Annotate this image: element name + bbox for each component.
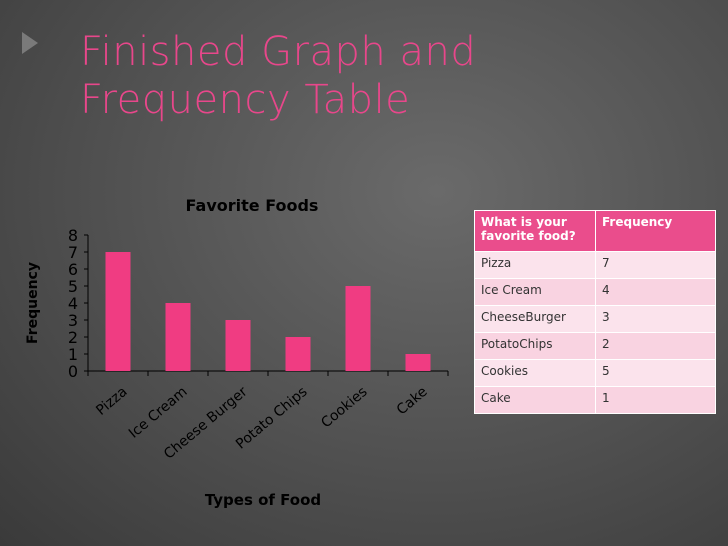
y-tick-label: 0	[68, 362, 78, 381]
x-tick-label: Pizza	[93, 384, 130, 419]
table-row: CheeseBurger 3	[474, 305, 716, 333]
chart-title: Favorite Foods	[186, 196, 319, 215]
bar	[105, 252, 131, 371]
y-tick-label: 5	[68, 277, 78, 296]
slide-title-line-1: Finished Graph and	[80, 29, 477, 75]
cell-food: Pizza	[474, 251, 596, 279]
cell-food: CheeseBurger	[474, 305, 596, 333]
cell-frequency: 4	[595, 278, 716, 306]
slide-title: Finished Graph and Frequency Table	[80, 28, 680, 124]
y-tick-label: 2	[68, 328, 78, 347]
header-food: What is your favorite food?	[474, 210, 596, 252]
cell-food: Ice Cream	[474, 278, 596, 306]
cell-food: PotatoChips	[474, 332, 596, 360]
cell-food: Cookies	[474, 359, 596, 387]
cell-food: Cake	[474, 386, 596, 414]
x-tick-label: Cake	[394, 384, 431, 418]
table-row: Pizza 7	[474, 251, 716, 279]
y-tick-label: 7	[68, 243, 78, 262]
cell-frequency: 7	[595, 251, 716, 279]
header-frequency: Frequency	[595, 210, 716, 252]
y-tick-label: 4	[68, 294, 78, 313]
slide-bullet-arrow-icon	[22, 32, 38, 54]
bar	[285, 337, 311, 371]
slide-title-line-2: Frequency Table	[80, 77, 411, 123]
table-row: Cake 1	[474, 386, 716, 414]
y-axis-label: Frequency	[25, 262, 41, 344]
bar	[345, 286, 371, 371]
cell-frequency: 1	[595, 386, 716, 414]
y-tick-label: 8	[68, 226, 78, 245]
table-header-row: What is your favorite food? Frequency	[474, 210, 716, 252]
table-row: Cookies 5	[474, 359, 716, 387]
bar-chart: Favorite Foods Types of Food Frequency 0…	[25, 196, 449, 509]
cell-frequency: 2	[595, 332, 716, 360]
frequency-table: What is your favorite food? Frequency Pi…	[474, 210, 716, 414]
bar	[165, 303, 191, 371]
y-tick-label: 6	[68, 260, 78, 279]
bar	[225, 320, 251, 371]
y-tick-label: 3	[68, 311, 78, 330]
bar	[405, 354, 431, 371]
cell-frequency: 3	[595, 305, 716, 333]
table-row: PotatoChips 2	[474, 332, 716, 360]
table-row: Ice Cream 4	[474, 278, 716, 306]
x-axis-label: Types of Food	[205, 491, 321, 509]
y-tick-label: 1	[68, 345, 78, 364]
cell-frequency: 5	[595, 359, 716, 387]
x-tick-label: Cookies	[318, 384, 370, 431]
